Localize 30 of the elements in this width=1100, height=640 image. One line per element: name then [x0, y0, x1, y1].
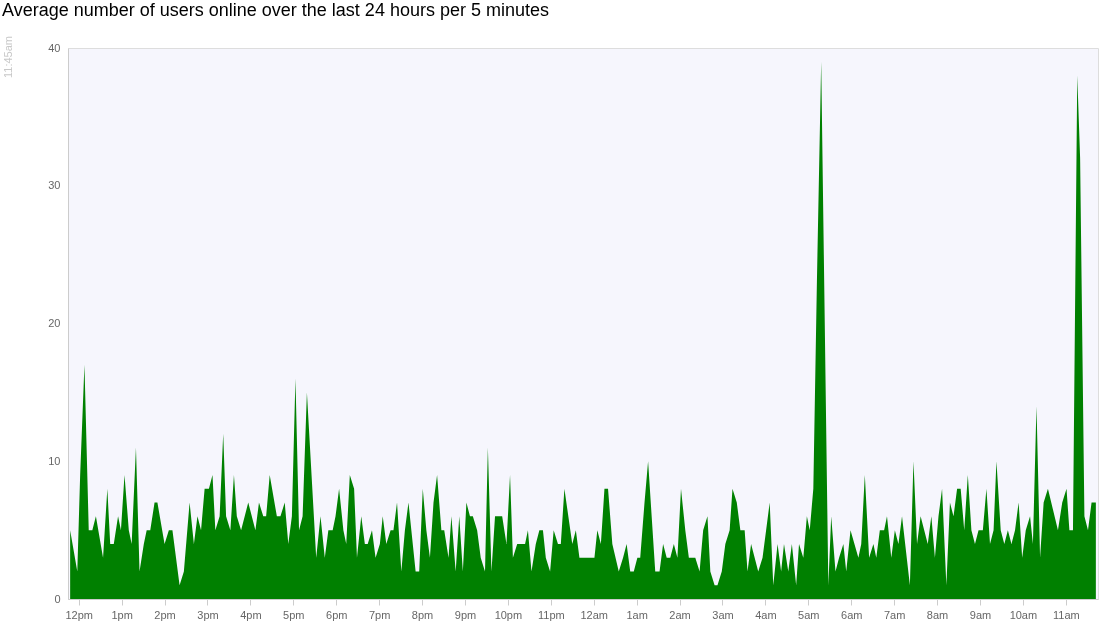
x-tick-label: 8am [926, 608, 949, 621]
x-tick-label: 9pm [454, 608, 477, 621]
x-tick-label: 3am [712, 608, 734, 621]
x-tick-label: 8pm [411, 608, 434, 621]
x-tick-label: 1am [626, 608, 648, 621]
x-tick-label: 9am [969, 608, 992, 621]
x-tick-label: 2am [669, 608, 691, 621]
y-tick-label: 20 [48, 317, 61, 329]
x-tick-label: 6pm [326, 608, 348, 621]
x-tick-label: 5pm [283, 608, 305, 621]
x-tick-label: 12pm [65, 608, 93, 621]
y-tick-label: 30 [48, 179, 61, 192]
y-tick-label: 40 [48, 41, 61, 54]
x-tick-label: 5am [798, 608, 820, 621]
x-tick-label: 10pm [494, 608, 523, 621]
chart-title: Average number of users online over the last 24 hours per 5 minutes [2, 0, 549, 20]
x-tick-label: 7am [883, 608, 906, 621]
x-tick-label: 4pm [240, 608, 262, 621]
x-tick-label: 6am [841, 608, 863, 621]
y-tick-label: 10 [48, 454, 61, 467]
x-tick-label: 4am [755, 608, 777, 621]
x-tick-label: 11pm [537, 608, 565, 621]
x-tick-label: 7pm [368, 608, 391, 621]
x-tick-label: 2pm [154, 608, 176, 621]
y-tick-label: 0 [54, 592, 61, 605]
x-tick-label: 3pm [197, 608, 219, 621]
x-tick-label: 11am [1052, 608, 1080, 621]
x-tick-label: 12am [580, 608, 608, 621]
x-tick-label: 1pm [111, 608, 133, 621]
x-tick-label: 10am [1009, 608, 1038, 621]
